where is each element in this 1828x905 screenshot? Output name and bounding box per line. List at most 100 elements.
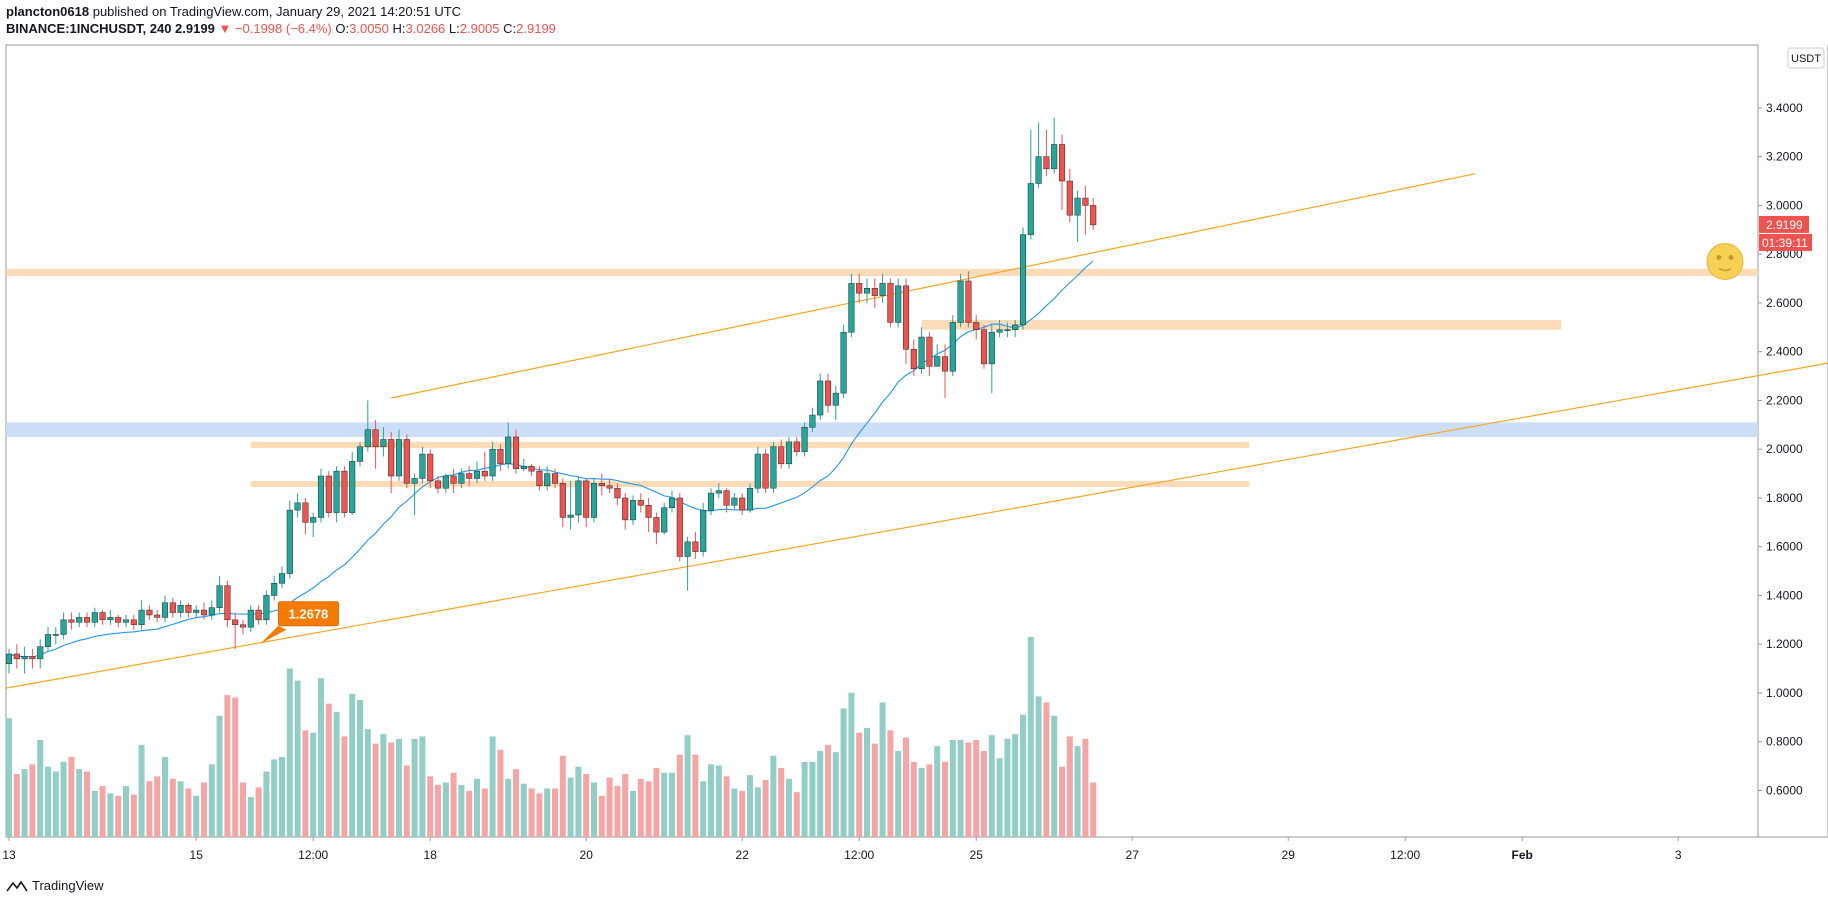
candle <box>1027 129 1034 240</box>
candle-body <box>193 609 200 613</box>
volume-bar <box>1051 715 1058 837</box>
candle <box>91 607 98 628</box>
price-axis[interactable]: 3.40003.20003.00002.80002.60002.40002.20… <box>1758 47 1825 797</box>
footer-brand[interactable]: TradingView <box>6 878 104 893</box>
volume-bar <box>138 744 145 837</box>
candle-body <box>255 609 262 621</box>
time-axis[interactable]: 131512:0018202212:0025272912:00Feb3512:0… <box>2 837 1828 862</box>
volume-bar <box>318 678 324 837</box>
candle <box>317 468 325 523</box>
currency-badge[interactable] <box>1787 47 1825 69</box>
candle-body <box>520 466 527 469</box>
y-tick-label: 1.2000 <box>1766 637 1803 651</box>
volume-bar <box>676 754 683 837</box>
volume-bar <box>653 767 660 837</box>
y-tick-label: 3.0000 <box>1766 198 1803 212</box>
candle <box>887 278 894 328</box>
volume-bar <box>1012 733 1019 837</box>
author-name[interactable]: plancton0618 <box>6 4 90 19</box>
candle-body <box>902 285 910 350</box>
candle-body <box>216 585 223 608</box>
y-tick-label: 2.2000 <box>1766 393 1803 407</box>
candle-body <box>411 478 418 484</box>
volume-bar <box>606 777 613 837</box>
candle-body <box>317 475 325 518</box>
candle-body <box>637 500 644 506</box>
y-tick-label: 1.8000 <box>1766 491 1803 505</box>
candle-body <box>403 439 410 484</box>
candle <box>372 419 379 469</box>
volume-bar <box>146 781 153 837</box>
candle <box>1004 322 1011 338</box>
x-tick-label: 29 <box>1282 848 1296 862</box>
candle-body <box>177 604 184 613</box>
volume-bar <box>1043 702 1050 837</box>
volume-bar <box>357 700 363 837</box>
volume-bar <box>497 749 504 837</box>
volume-bar <box>848 692 855 837</box>
candle <box>902 278 910 364</box>
volume-bar <box>123 786 129 837</box>
candle <box>614 483 621 506</box>
volume-bar <box>762 780 769 837</box>
candle-body <box>302 502 309 523</box>
trendline-1[interactable] <box>5 318 1828 689</box>
candle <box>161 595 169 623</box>
candle <box>832 385 839 420</box>
x-tick-label: 13 <box>2 848 16 862</box>
trendline-0[interactable] <box>391 173 1476 399</box>
candle-body <box>232 619 239 625</box>
candle <box>622 493 629 530</box>
volume-bar <box>614 786 621 837</box>
candle <box>949 315 956 377</box>
callout-text: 1.2678 <box>289 607 329 622</box>
candle <box>692 532 699 559</box>
candle-body <box>1058 144 1066 182</box>
callout-box[interactable] <box>277 601 339 627</box>
volume-bar <box>801 761 808 837</box>
candle <box>512 429 520 474</box>
candle <box>918 327 925 374</box>
candle <box>793 437 800 457</box>
candle-body <box>5 653 13 664</box>
candle <box>1090 198 1097 230</box>
candle <box>60 612 67 640</box>
candle <box>1043 129 1050 177</box>
zone-0[interactable] <box>6 268 1758 277</box>
x-tick-label: 12:00 <box>1390 848 1420 862</box>
moon-face <box>1706 242 1744 280</box>
candle-body <box>590 483 598 518</box>
candle-body <box>505 436 512 465</box>
zone-1[interactable] <box>921 319 1562 330</box>
candle <box>824 373 832 413</box>
volume-bar <box>770 755 777 837</box>
volume-bar <box>466 790 473 837</box>
candle <box>934 344 941 367</box>
candle <box>333 466 340 523</box>
volume-bar <box>107 793 114 837</box>
candle-body <box>356 446 364 462</box>
candle-body <box>200 609 208 616</box>
volume-bar <box>723 776 730 837</box>
volume-bar <box>364 729 371 837</box>
candle-body <box>91 612 98 623</box>
candle-body <box>676 497 683 557</box>
y-tick-label: 0.6000 <box>1766 783 1803 797</box>
candle-body <box>661 507 668 533</box>
candle <box>1082 185 1089 235</box>
x-tick-label: 18 <box>424 848 438 862</box>
volume-bar <box>949 740 956 837</box>
candle-body <box>746 487 754 511</box>
candle-body <box>941 356 949 372</box>
zone-4[interactable] <box>6 422 1758 437</box>
candle-body <box>879 283 886 296</box>
zone-2[interactable] <box>250 441 1250 448</box>
candle-body <box>388 439 395 477</box>
volume-bar <box>91 790 98 837</box>
candle-body <box>739 497 746 511</box>
volume-bar <box>372 743 379 837</box>
volume-bar <box>52 771 59 837</box>
volume-bar <box>505 778 512 837</box>
callout-pointer <box>260 625 287 644</box>
